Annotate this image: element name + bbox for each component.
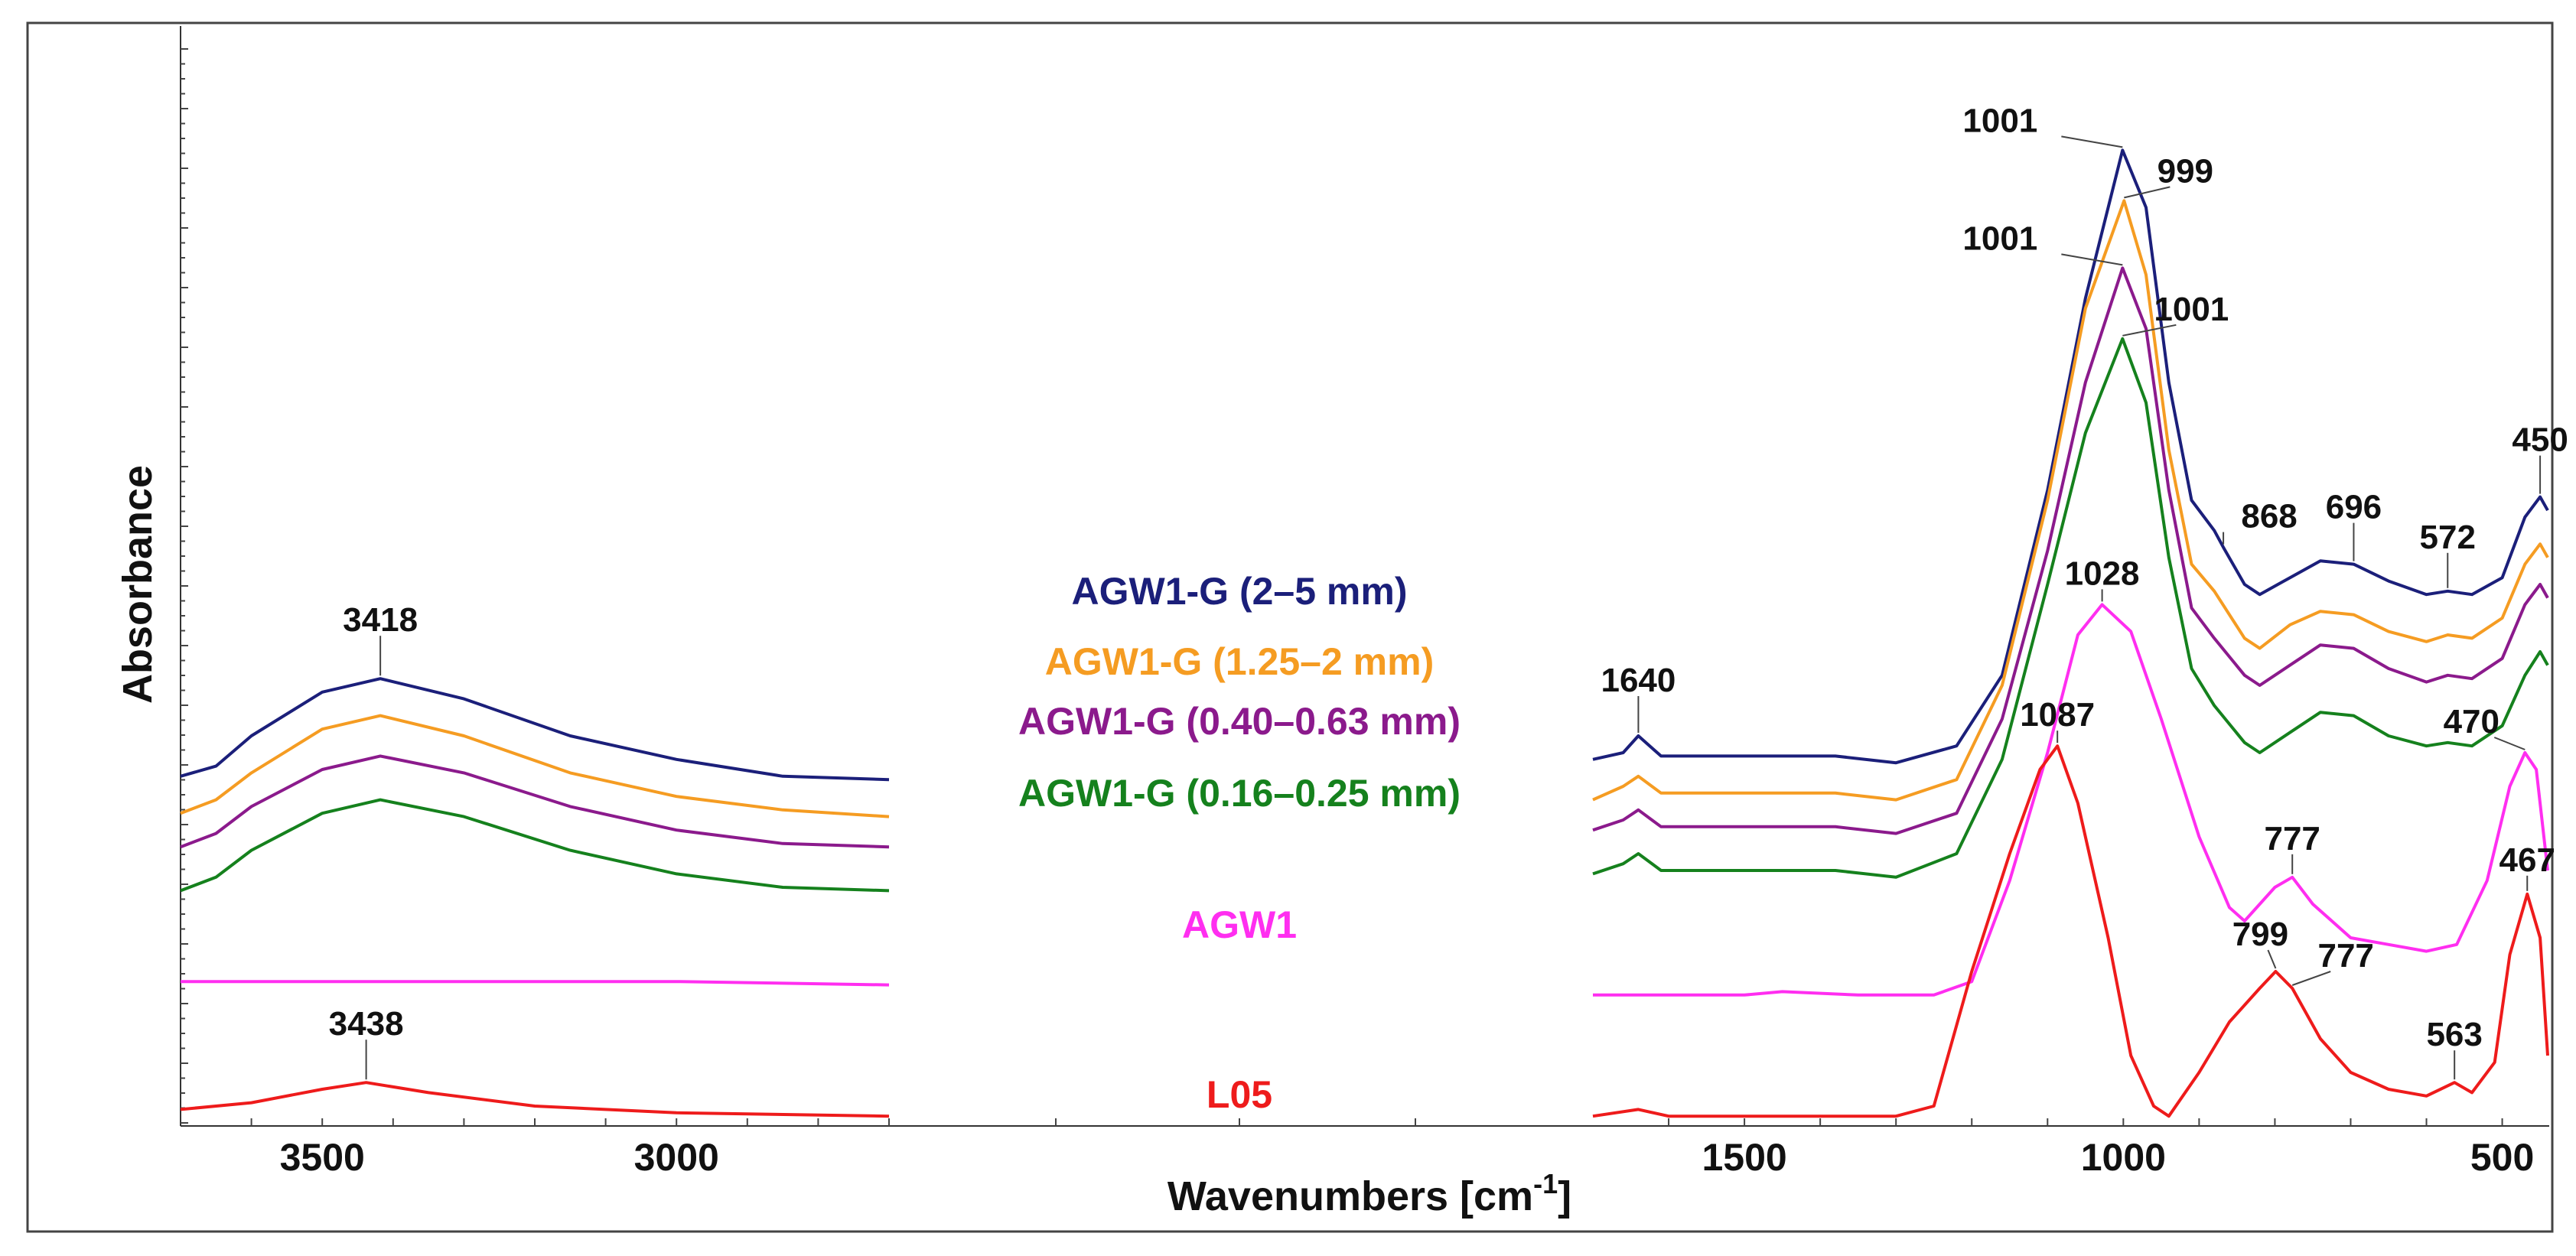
peak-annotations: 3418 3438 1640 1001 999 1001 1001 868 696 572 450 1… bbox=[329, 102, 2568, 1080]
peak-label-3418: 3418 bbox=[343, 601, 418, 639]
x-tick-label: 3000 bbox=[634, 1136, 719, 1179]
annotation-leader bbox=[2061, 135, 2123, 148]
series-line-4-left bbox=[181, 980, 890, 987]
legend-label-1: AGW1-G (1.25–2 mm) bbox=[1045, 640, 1434, 683]
peak-label-777: 777 bbox=[2264, 820, 2320, 857]
series-line-4-right bbox=[1593, 603, 2549, 997]
x-axis-title-end: ] bbox=[1558, 1173, 1571, 1219]
peak-label-777: 777 bbox=[2317, 937, 2373, 975]
peak-label-572: 572 bbox=[2420, 519, 2476, 556]
legend-label-2: AGW1-G (0.40–0.63 mm) bbox=[1018, 700, 1461, 743]
x-tick-label: 1000 bbox=[2081, 1136, 2166, 1179]
series-line-5-right bbox=[1592, 744, 2549, 1118]
peak-label-1087: 1087 bbox=[2020, 696, 2095, 734]
legend: AGW1-G (2–5 mm) AGW1-G (1.25–2 mm) AGW1-G … bbox=[1018, 570, 1461, 1116]
peak-label-3438: 3438 bbox=[329, 1005, 404, 1043]
peak-label-999: 999 bbox=[2158, 152, 2213, 190]
series-line-1-left bbox=[180, 714, 890, 818]
x-axis-title: Wavenumbers [cm-1] bbox=[1168, 1168, 1571, 1219]
peak-label-799: 799 bbox=[2232, 916, 2288, 953]
peak-label-1001: 1001 bbox=[1962, 220, 2037, 257]
peak-label-1001: 1001 bbox=[1962, 102, 2037, 139]
annotation-leader bbox=[2124, 186, 2171, 199]
series-line-2-right bbox=[1592, 266, 2549, 835]
legend-label-3: AGW1-G (0.16–0.25 mm) bbox=[1018, 772, 1461, 815]
annotation-leader bbox=[2122, 324, 2177, 337]
series-line-3-right bbox=[1592, 337, 2549, 879]
annotation-leader bbox=[2267, 949, 2277, 969]
x-tick-label: 1500 bbox=[1702, 1136, 1786, 1179]
x-axis-title-superscript: -1 bbox=[1533, 1168, 1558, 1199]
peak-label-868: 868 bbox=[2241, 498, 2297, 535]
peak-label-467: 467 bbox=[2499, 841, 2555, 879]
peak-label-1640: 1640 bbox=[1601, 662, 1676, 699]
legend-label-5: L05 bbox=[1207, 1073, 1272, 1116]
peak-label-450: 450 bbox=[2512, 421, 2568, 459]
legend-label-0: AGW1-G (2–5 mm) bbox=[1072, 570, 1408, 613]
peak-label-563: 563 bbox=[2426, 1016, 2482, 1053]
series-layer bbox=[180, 148, 2549, 1118]
x-axis-title-text: Wavenumbers [cm bbox=[1168, 1173, 1533, 1219]
series-line-0-right bbox=[1592, 148, 2549, 765]
legend-label-4: AGW1 bbox=[1182, 903, 1297, 946]
series-line-0-left bbox=[180, 677, 890, 782]
series-line-5-left bbox=[180, 1081, 890, 1118]
peak-label-696: 696 bbox=[2326, 489, 2382, 526]
annotation-leader bbox=[2493, 737, 2526, 750]
x-tick-label: 500 bbox=[2470, 1136, 2534, 1179]
series-line-2-left bbox=[180, 754, 890, 849]
series-line-1-right bbox=[1592, 199, 2549, 802]
x-tick-label: 3500 bbox=[280, 1136, 365, 1179]
annotation-leader bbox=[2061, 253, 2123, 266]
y-axis-title: Absorbance bbox=[115, 465, 161, 704]
peak-label-470: 470 bbox=[2444, 703, 2499, 740]
annotation-leader bbox=[2291, 971, 2331, 986]
peak-label-1028: 1028 bbox=[2065, 555, 2140, 592]
y-axis-ticks bbox=[181, 48, 188, 1124]
x-axis-ticks: 3500 3000 1500 1000 500 bbox=[250, 1118, 2534, 1179]
peak-label-1001: 1001 bbox=[2154, 291, 2229, 328]
series-line-3-left bbox=[180, 798, 890, 893]
